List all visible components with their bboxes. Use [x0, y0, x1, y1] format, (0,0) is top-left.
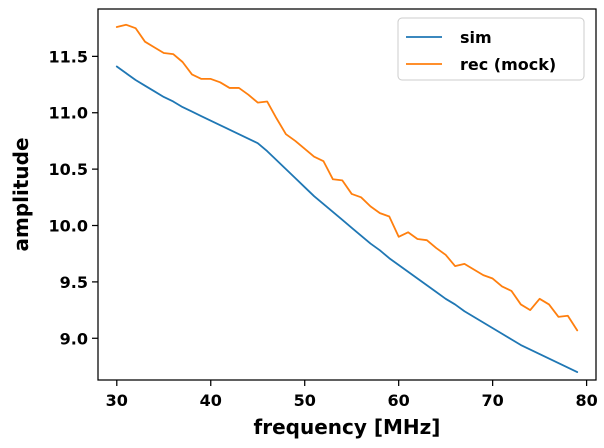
y-tick-label: 9.5: [60, 273, 88, 292]
legend-label: rec (mock): [460, 55, 556, 74]
y-axis-label: amplitude: [9, 137, 33, 251]
legend-box: [397, 17, 585, 81]
x-tick-label: 50: [294, 391, 316, 410]
series-line-sim: [115, 65, 579, 374]
series-line-rec-mock: [115, 23, 579, 332]
legend-label: sim: [460, 28, 492, 47]
x-tick-label: 30: [106, 391, 128, 410]
x-tick-label: 60: [388, 391, 410, 410]
y-tick-label: 9.0: [60, 329, 88, 348]
y-tick-label: 11.5: [49, 47, 88, 66]
x-tick-label: 80: [575, 391, 597, 410]
axes-frame: [97, 8, 597, 381]
y-tick-label: 11.0: [49, 104, 88, 123]
x-axis-label: frequency [MHz]: [254, 415, 441, 439]
legend: sim rec (mock): [397, 17, 585, 81]
y-tick-label: 10.5: [49, 160, 88, 179]
x-tick-label: 40: [200, 391, 222, 410]
x-tick-label: 70: [482, 391, 504, 410]
y-tick-label: 10.0: [49, 217, 88, 236]
